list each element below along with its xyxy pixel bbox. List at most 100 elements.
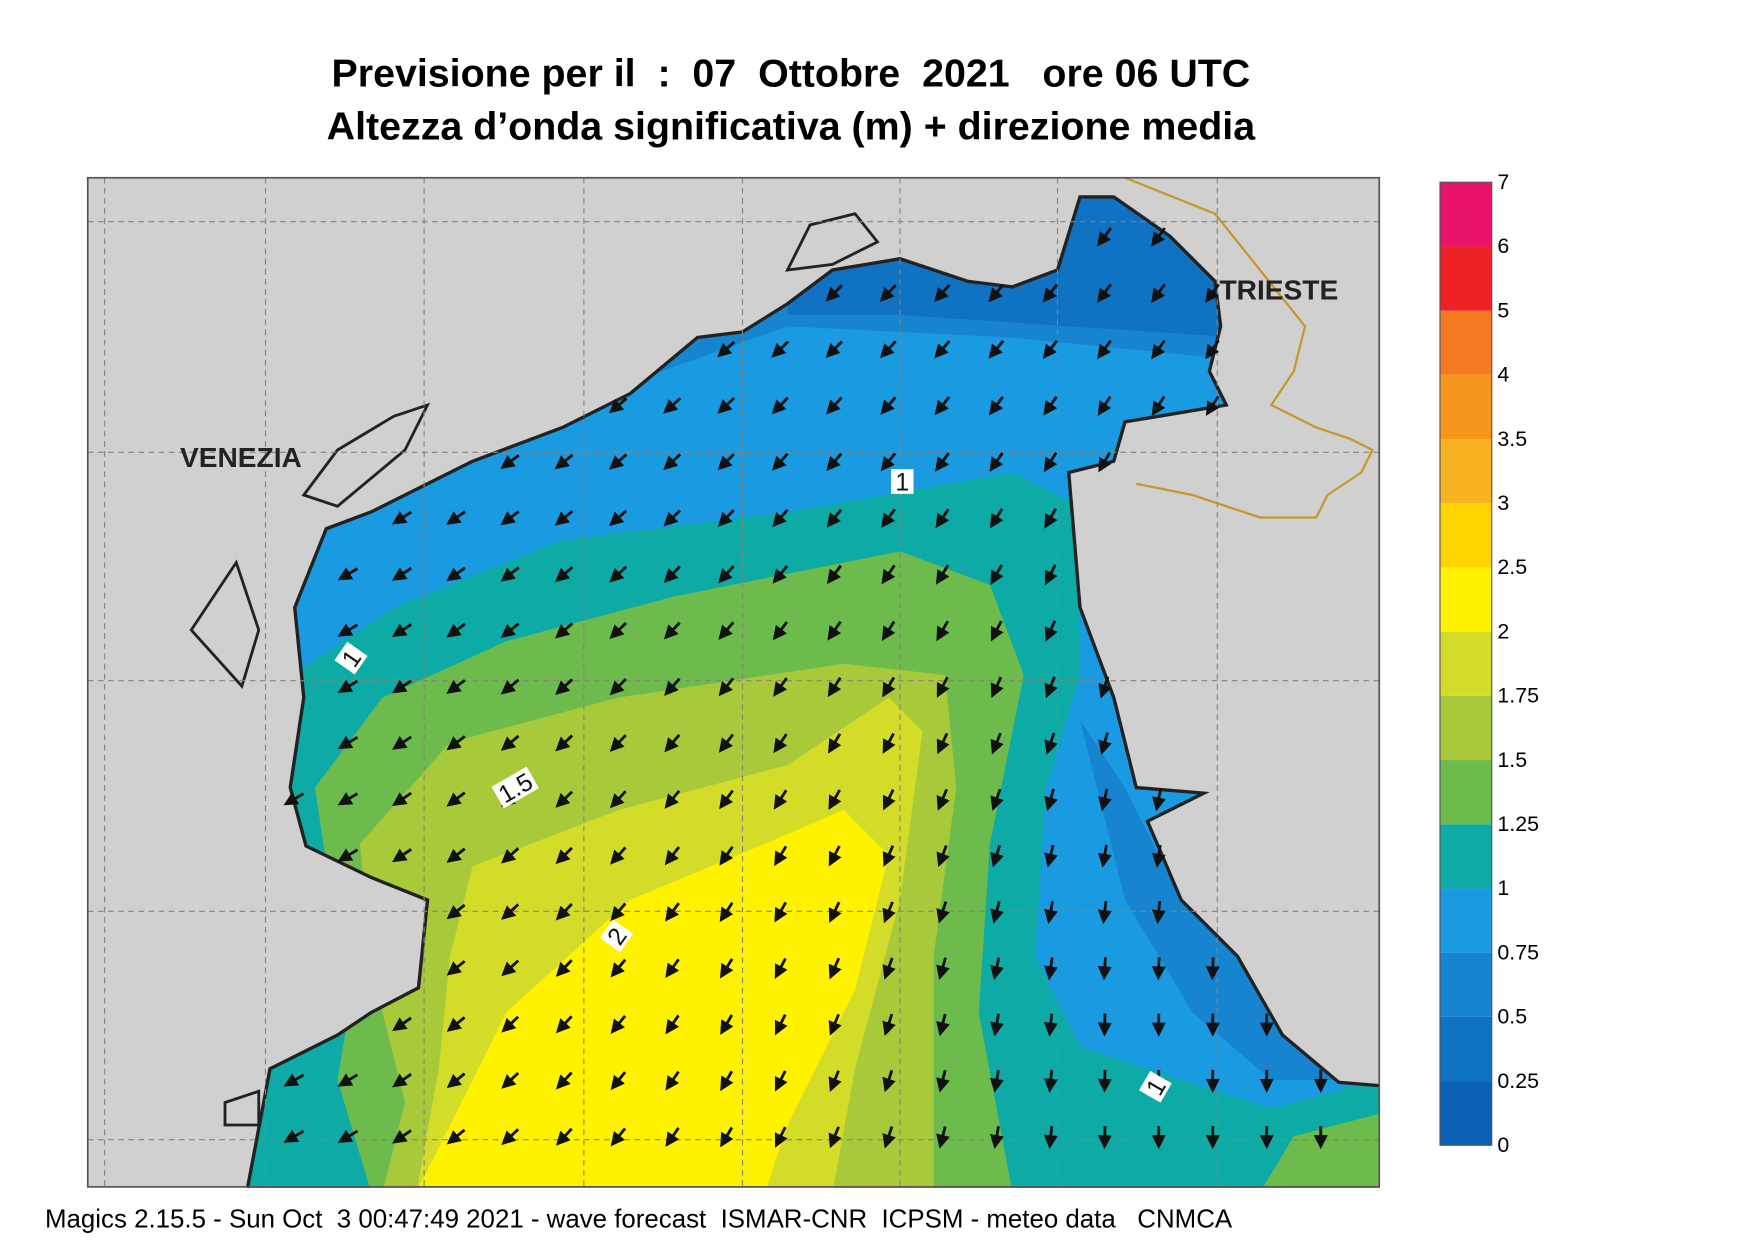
footer: Magics 2.15.5 - Sun Oct 3 00:47:49 2021 … [45,1205,1233,1233]
wave-arrow [882,957,896,980]
subtitle: Altezza d’onda significativa (m) + direz… [327,105,1257,149]
wave-arrow [882,1069,896,1093]
coastline [245,195,1380,1189]
colorbar-bin [1440,310,1492,375]
wave-arrow [826,564,842,585]
wave-arrow [1043,1013,1058,1037]
wave-arrow [283,1073,305,1087]
wave-arrow [446,960,466,976]
wave-arrow [827,677,842,698]
wave-arrow [337,848,359,862]
wave-arrow [936,1069,950,1093]
wave-arrow [500,454,520,469]
wave-arrow [501,1072,520,1089]
wave-arrow [825,340,843,358]
wave-arrow [1044,901,1058,924]
wave-arrow [1205,339,1220,360]
wave-arrow [1098,788,1112,812]
wave-arrow [664,790,681,809]
colorbar-tick-label: 7 [1497,170,1509,194]
wave-arrow [772,508,789,528]
colorbar-bin [1440,1016,1492,1082]
wave-arrow [773,733,788,754]
contour-label-box [334,641,368,675]
wave-arrow [337,567,359,581]
wave-arrow [500,510,520,526]
colorbar-border [1439,181,1493,1146]
wave-arrow [936,1126,950,1149]
wave-arrow [392,791,412,806]
wave-arrow [555,790,574,808]
wave-arrow [1044,507,1058,529]
wave-arrow [774,957,788,979]
wave-arrow [501,903,520,920]
wave-arrow [609,734,627,752]
wave-arrow [990,620,1004,642]
wave-arrow [500,678,520,695]
wave-arrow [880,396,897,415]
wave-arrow [718,565,735,584]
wave-arrow [609,790,627,809]
wave-arrow [446,679,466,694]
wave-arrow [1205,957,1220,981]
wave-arrow [881,564,896,585]
wave-arrow [1205,283,1220,303]
wave-arrow [663,509,681,527]
wave-arrow [882,1126,896,1149]
wave-arrow [828,1126,842,1149]
wave-arrow [1042,283,1059,303]
band [416,810,889,1188]
wave-arrow [988,396,1004,416]
wave-arrow [1043,451,1058,473]
map-frame: VENEZIA TRIESTE 111.521 [86,176,1381,1189]
title: Previsione per il : 07 Ottobre 2021 ore … [332,52,1251,96]
wave-arrow [771,396,789,415]
wave-arrow [664,677,681,696]
wave-arrow [989,452,1004,472]
wave-arrow [555,959,573,977]
wave-arrow [936,676,950,698]
frame [86,176,1381,1188]
wave-arrow [555,678,574,695]
wave-arrow [1044,732,1058,755]
wave-arrow [446,791,466,807]
wave-arrow [1042,339,1059,359]
wave-arrow [337,735,359,750]
contour-label-box [891,469,914,494]
wave-arrow [881,508,896,528]
wave-arrow [1152,788,1166,812]
contour-label-box [1139,1070,1172,1103]
colorbar-tick-label: 2 [1497,619,1509,643]
wave-arrow [988,340,1005,359]
wave-arrow [610,1014,627,1034]
border [1124,176,1375,519]
wave-arrow [1044,620,1058,642]
wave-arrow [555,846,573,865]
wave-arrow [1151,844,1166,868]
wave-arrow [1098,732,1112,755]
wave-arrow [936,732,950,755]
wave-arrow [501,1128,520,1146]
wave-arrow [936,620,950,642]
wave-arrow [719,958,734,979]
wave-arrow [882,845,896,867]
wave-arrow [609,621,627,640]
wave-arrow [879,284,897,302]
wave-arrow [554,509,574,526]
contour-label-box [599,919,634,953]
wave-arrow [882,789,896,811]
wave-arrow [337,792,359,806]
wave-arrow [391,679,412,694]
wave-arrow [882,901,896,924]
wave-arrow [882,1013,896,1037]
wave-arrow [1098,451,1112,473]
wave-arrow [1151,227,1166,247]
wave-arrow [882,676,896,698]
wave-arrow [1097,395,1112,416]
wave-arrow [1043,1069,1058,1093]
wave-arrow [446,1016,466,1032]
wave-arrow [1097,227,1112,247]
wave-arrow [719,901,734,923]
